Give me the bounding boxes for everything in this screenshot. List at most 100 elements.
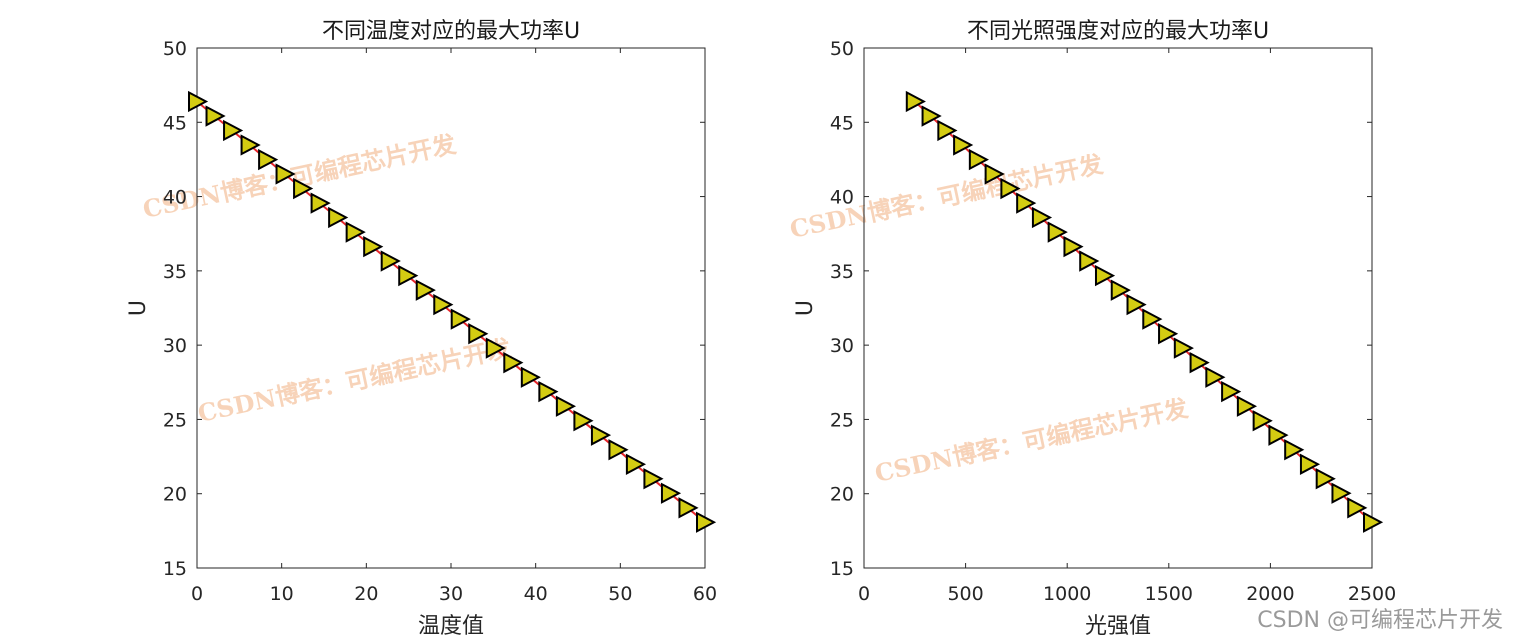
data-point-marker (415, 279, 436, 301)
data-point-marker (1158, 323, 1179, 345)
data-point-marker (921, 105, 942, 127)
data-point-marker (310, 192, 331, 214)
data-point-marker (696, 511, 717, 533)
y-tick-label: 40 (830, 187, 854, 209)
data-point-marker (1252, 410, 1273, 432)
data-point-marker (1363, 511, 1384, 533)
data-point-marker (1173, 337, 1194, 359)
data-point-marker (643, 468, 664, 490)
x-tick-label: 500 (947, 583, 983, 605)
x-tick-label: 2000 (1246, 583, 1294, 605)
data-point-marker (450, 308, 471, 330)
data-point-marker (1016, 192, 1037, 214)
x-tick-label: 40 (524, 583, 548, 605)
y-tick-label: 45 (163, 112, 187, 134)
data-point-marker (1268, 424, 1289, 446)
data-point-marker (1347, 497, 1368, 519)
y-tick-label: 25 (830, 409, 854, 431)
y-tick-label: 35 (163, 261, 187, 283)
data-point-marker (1031, 206, 1053, 229)
y-tick-label: 50 (830, 38, 854, 60)
y-axis-label: U (126, 300, 151, 316)
data-point-marker (1205, 366, 1226, 388)
data-point-marker (1315, 468, 1336, 490)
y-tick-label: 40 (163, 187, 187, 209)
watermark-1: CSDN博客：可编程芯片开发 (140, 129, 458, 224)
data-point-marker (678, 497, 699, 519)
data-point-marker (205, 105, 226, 127)
x-tick-label: 50 (608, 583, 632, 605)
x-tick-label: 20 (354, 583, 378, 605)
data-point-marker (380, 250, 401, 272)
y-tick-label: 15 (830, 558, 854, 580)
data-point-marker (937, 119, 958, 142)
data-point-marker (433, 293, 454, 316)
data-point-marker (1000, 177, 1021, 200)
data-point-marker (363, 235, 384, 258)
data-point-marker (188, 90, 209, 113)
data-point-marker (1284, 439, 1305, 461)
data-point-marker (968, 148, 989, 171)
data-point-marker (1094, 264, 1116, 287)
chart-title: 不同光照强度对应的最大功率U (967, 19, 1269, 44)
watermark-2: CSDN博客：可编程芯片开发 (195, 333, 513, 428)
data-point-marker (953, 134, 974, 156)
x-tick-label: 10 (270, 583, 294, 605)
data-point-marker (485, 337, 506, 359)
temperature-chart: 0 10 20 30 40 50 60 15 20 25 30 35 40 45 50 不同温度对应的最大功率… (126, 19, 717, 639)
data-point-marker (573, 410, 594, 432)
data-point-marker (275, 163, 296, 185)
data-point-marker (1236, 395, 1258, 417)
x-axis-label: 光强值 (1085, 614, 1151, 639)
x-tick-label: 0 (858, 583, 870, 605)
data-point-marker (538, 380, 559, 403)
y-tick-label: 30 (830, 335, 854, 357)
data-point-marker (1221, 380, 1242, 403)
data-point-marker (293, 177, 314, 200)
data-point-marker (984, 163, 1005, 185)
data-point-marker (1142, 308, 1163, 330)
y-tick-label: 45 (830, 112, 854, 134)
data-point-marker (503, 352, 524, 374)
irradiance-chart: 0 500 1000 1500 2000 2500 15 20 25 30 35 40 45 50 不同光照… (793, 19, 1396, 639)
data-point-marker (1063, 235, 1084, 258)
data-point-marker (468, 323, 489, 345)
y-axis-label: U (793, 300, 818, 316)
y-tick-label: 15 (163, 558, 187, 580)
y-tick-label: 30 (163, 335, 187, 357)
data-point-marker (1189, 352, 1210, 374)
data-point-marker (520, 366, 541, 388)
data-point-marker (1110, 279, 1131, 301)
x-tick-label: 0 (191, 583, 203, 605)
watermark-4: CSDN博客：可编程芯片开发 (872, 393, 1190, 488)
csdn-credit: CSDN @可编程芯片开发 (1257, 608, 1503, 633)
chart-title: 不同温度对应的最大功率U (322, 19, 580, 44)
data-point-marker (1079, 250, 1100, 272)
data-point-marker (1126, 293, 1147, 316)
data-point-marker (398, 264, 419, 287)
data-point-marker (590, 424, 612, 446)
data-point-marker (555, 395, 577, 417)
data-point-marker (660, 482, 682, 504)
data-point-marker (1299, 453, 1321, 475)
x-axis-label: 温度值 (418, 614, 484, 639)
x-tick-label: 1500 (1145, 583, 1193, 605)
data-point-marker (1331, 482, 1352, 504)
data-point-marker (1047, 221, 1068, 243)
plot-area-frame (863, 47, 1373, 569)
y-tick-label: 25 (163, 409, 187, 431)
x-tick-label: 30 (439, 583, 463, 605)
data-point-marker (328, 206, 349, 229)
data-point-marker (223, 119, 244, 142)
y-tick-label: 35 (830, 261, 854, 283)
y-tick-label: 20 (830, 484, 854, 506)
plot-area-frame (196, 47, 706, 569)
data-point-marker (625, 453, 647, 475)
x-tick-label: 60 (693, 583, 717, 605)
data-point-marker (240, 134, 261, 156)
data-point-marker (345, 221, 366, 243)
data-point-marker (905, 90, 926, 113)
y-tick-label: 50 (163, 38, 187, 60)
x-tick-label: 1000 (1043, 583, 1091, 605)
